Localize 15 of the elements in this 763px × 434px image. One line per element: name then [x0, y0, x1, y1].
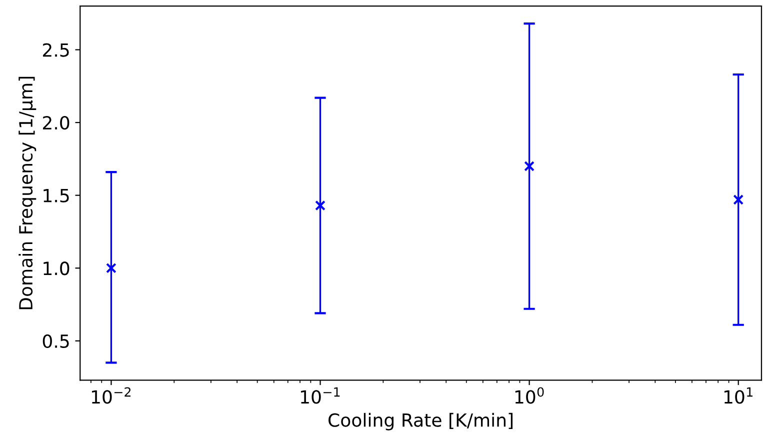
- x-axis-title: Cooling Rate [K/min]: [328, 412, 513, 430]
- x-tick-label: 10$^{0}$: [515, 387, 544, 404]
- point: [106, 262, 116, 274]
- point: [524, 160, 535, 172]
- point: [315, 200, 326, 211]
- y-tick-label: 0.5: [42, 334, 69, 348]
- y-tick-label: 1.5: [44, 189, 69, 202]
- y-tick-label: 1.0: [44, 262, 70, 276]
- y-axis-title: Domain Frequency [1/μm]: [18, 76, 36, 310]
- y-tick-label: 2.5: [43, 43, 69, 57]
- x-tick-label: 10$^{−1}$: [301, 387, 340, 404]
- x-tick-label: 10$^{−2}$: [92, 387, 131, 404]
- point: [733, 194, 744, 205]
- y-tick-label: 2.0: [43, 116, 70, 130]
- x-tick-label: 10$^{1}$: [724, 387, 752, 404]
